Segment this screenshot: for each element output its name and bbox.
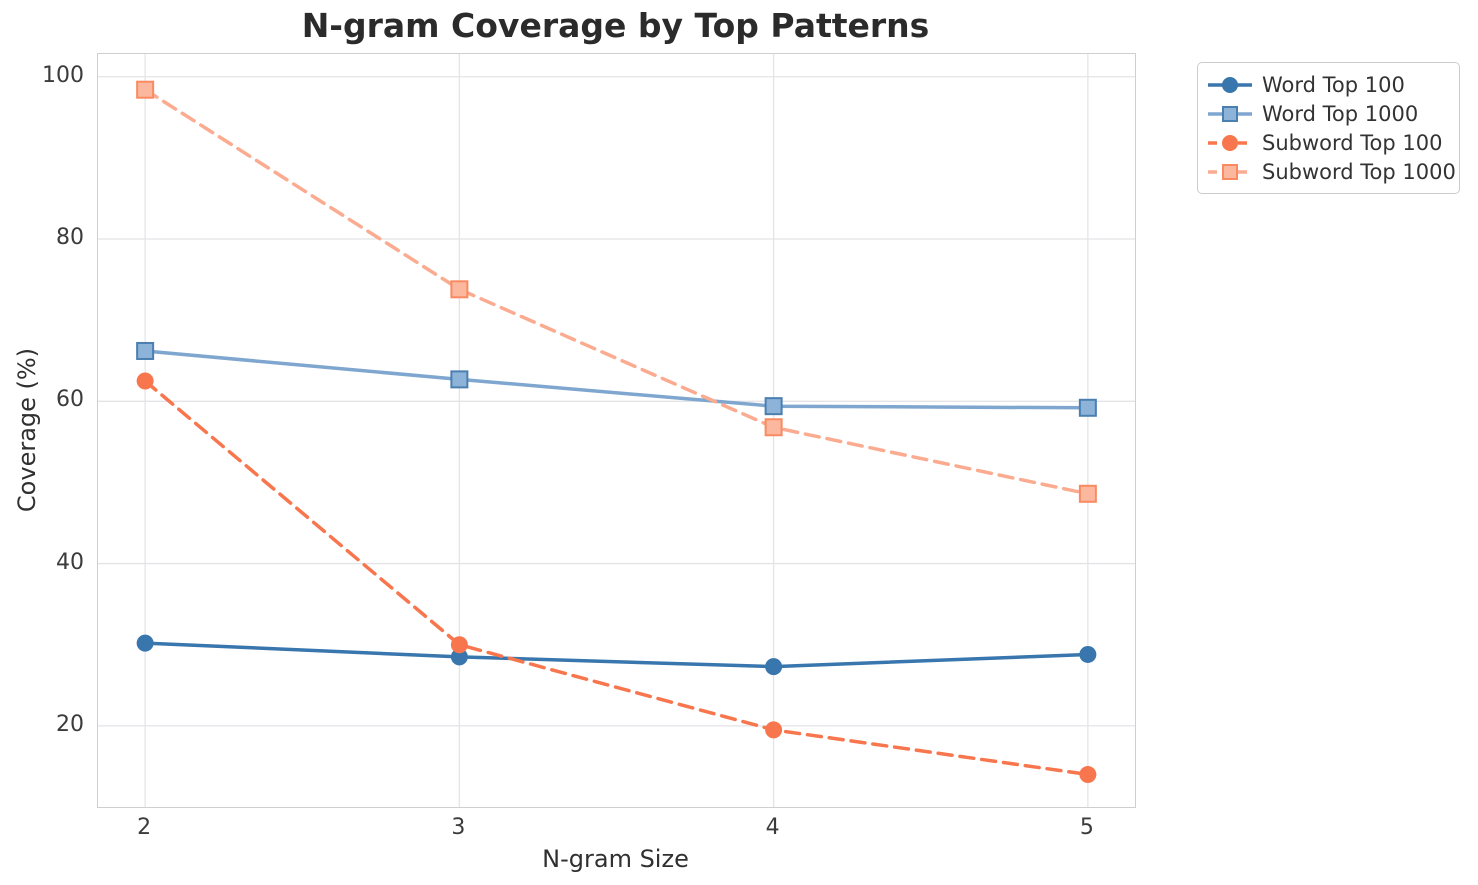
marker-word-top-100 [765,658,783,676]
y-tick-label: 20 [56,711,84,737]
x-tick-label: 5 [1079,815,1094,840]
x-tick-label: 3 [451,815,466,840]
legend-label: Word Top 100 [1262,72,1405,97]
y-tick-label: 100 [42,62,84,88]
legend-sample-subword-top-1000 [1208,163,1252,180]
marker-word-top-1000 [764,397,783,416]
series-line-subword-top-1000 [143,87,1090,496]
marker-word-top-100 [1079,645,1097,663]
legend-label: Subword Top 100 [1262,130,1443,155]
legend-sample-word-top-1000 [1208,105,1252,122]
marker-subword-top-100 [136,372,154,390]
legend-label: Subword Top 1000 [1262,159,1456,184]
marker-subword-top-100 [1079,766,1097,784]
marker-subword-top-100 [450,636,468,654]
marker-subword-top-100 [765,721,783,739]
legend: Word Top 100 Word Top 1000 Subword Top 100… [1197,62,1460,194]
legend-item-word-top-1000: Word Top 1000 [1207,99,1459,128]
legend-item-word-top-100: Word Top 100 [1207,70,1459,99]
marker-word-top-100 [450,648,468,666]
legend-item-subword-top-100: Subword Top 100 [1207,128,1459,157]
legend-sample-subword-top-100 [1208,134,1252,151]
legend-sample-word-top-100 [1208,76,1252,93]
marker-subword-top-1000 [1078,484,1097,503]
x-tick-label: 2 [137,815,152,840]
y-tick-label: 80 [56,225,84,250]
marker-word-top-1000 [1078,398,1097,417]
series-line-word-top-100 [143,641,1090,669]
legend-item-subword-top-1000: Subword Top 1000 [1207,157,1459,186]
marker-subword-top-1000 [136,80,155,99]
marker-subword-top-1000 [450,280,469,299]
marker-word-top-1000 [450,370,469,389]
legend-label: Word Top 1000 [1262,101,1419,126]
y-axis-label: Coverage (%) [13,347,41,513]
plot-area [97,53,1136,808]
series-line-subword-top-100 [143,379,1090,777]
chart-title: N-gram Coverage by Top Patterns [301,6,930,45]
x-tick-label: 4 [765,815,780,840]
marker-word-top-100 [136,634,154,652]
series-line-word-top-1000 [143,349,1090,410]
y-tick-label: 60 [56,387,84,413]
marker-subword-top-1000 [764,418,783,437]
y-tick-label: 40 [56,549,84,575]
marker-word-top-1000 [136,341,155,360]
plot-canvas [98,54,1135,807]
x-axis-label: N-gram Size [542,845,689,873]
